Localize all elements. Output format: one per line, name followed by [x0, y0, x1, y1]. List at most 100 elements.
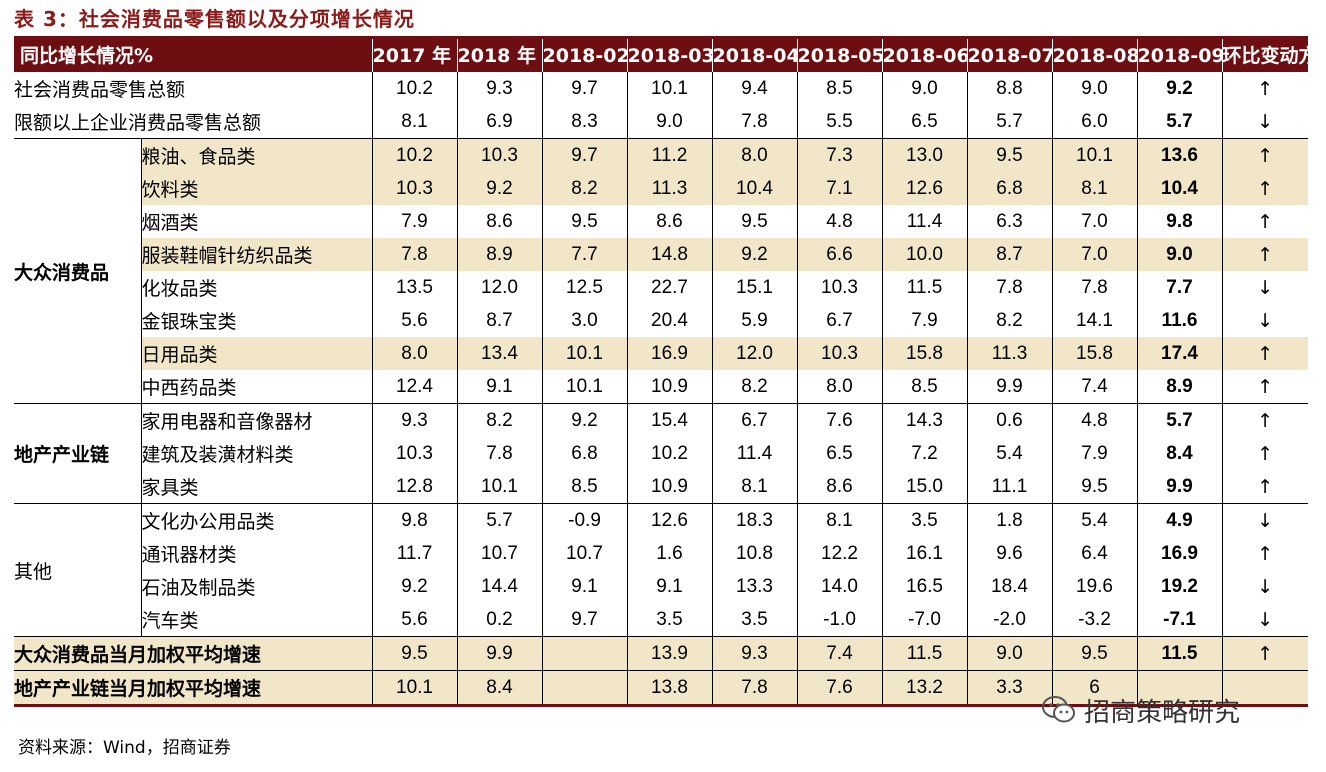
value-cell: 4.8 — [796, 205, 883, 238]
value-cell: 19.6 — [1051, 570, 1138, 603]
value-cell: 10.3 — [796, 337, 883, 370]
value-cell: 8.5 — [881, 370, 968, 404]
value-cell: 10.7 — [541, 537, 628, 570]
header-col: 2018-06 — [881, 39, 968, 72]
value-cell: 9.0 — [1051, 72, 1138, 105]
value-cell: 7.0 — [1051, 238, 1138, 271]
value-cell: 7.9 — [1051, 437, 1138, 470]
value-cell: 7.9 — [881, 304, 968, 337]
value-cell: 7.6 — [796, 670, 883, 707]
value-cell: 9.1 — [456, 370, 543, 404]
value-cell: 9.8 — [1136, 205, 1223, 238]
value-cell: 7.1 — [796, 172, 883, 205]
value-cell: 9.4 — [711, 72, 798, 105]
value-cell: 14.0 — [796, 570, 883, 603]
value-cell: 9.2 — [371, 570, 458, 603]
trend-arrow: ↑ — [1221, 470, 1309, 504]
value-cell: 5.7 — [1136, 105, 1223, 139]
value-cell: 12.0 — [711, 337, 798, 370]
value-cell: 10.2 — [626, 437, 713, 470]
value-cell: 12.2 — [796, 537, 883, 570]
trend-arrow: ↓ — [1221, 304, 1309, 337]
value-cell: 0.6 — [966, 403, 1053, 437]
value-cell: 13.6 — [1136, 138, 1223, 172]
value-cell: 3.3 — [966, 670, 1053, 707]
value-cell: -0.9 — [541, 503, 628, 537]
value-cell: 15.0 — [881, 470, 968, 504]
value-cell: 18.3 — [711, 503, 798, 537]
wechat-icon — [1042, 696, 1075, 723]
value-cell: 7.4 — [796, 636, 883, 671]
value-cell: 9.5 — [1051, 470, 1138, 504]
value-cell: 10.1 — [456, 470, 543, 504]
value-cell: -3.2 — [1051, 603, 1138, 637]
value-cell: 9.3 — [456, 72, 543, 105]
value-cell: 10.1 — [371, 670, 458, 707]
value-cell: 6.8 — [541, 437, 628, 470]
row-label: 服装鞋帽针纺织品类 — [140, 238, 373, 271]
value-cell: 16.9 — [626, 337, 713, 370]
table-row: 限额以上企业消费品零售总额 8.1 6.9 8.3 9.0 7.8 5.5 6.5 5.7 6.0… — [14, 105, 1309, 139]
value-cell: 11.3 — [626, 172, 713, 205]
value-cell: 10.7 — [456, 537, 543, 570]
value-cell: 13.5 — [371, 271, 458, 304]
table-row: 汽车类 5.6 0.2 9.7 3.5 3.5 -1.0 -7.0 -2.0 -3.2 -7.1 ↓ — [14, 603, 1309, 637]
value-cell: 4.8 — [1051, 403, 1138, 437]
value-cell: 6.5 — [881, 105, 968, 139]
table-row: 烟酒类 7.9 8.6 9.5 8.6 9.5 4.8 11.4 6.3 7.0 9.8 ↑ — [14, 205, 1309, 238]
trend-arrow: ↑ — [1221, 403, 1309, 437]
value-cell: 9.9 — [1136, 470, 1223, 504]
value-cell: 6.7 — [711, 403, 798, 437]
value-cell: 8.0 — [796, 370, 883, 404]
table-row: 化妆品类 13.5 12.0 12.5 22.7 15.1 10.3 11.5 7.8 7.8 7.… — [14, 271, 1309, 304]
retail-sales-table: 同比增长情况% 2017 年 1-12 月 2018 年 1-9 月 2018-… — [14, 39, 1309, 707]
value-cell: 3.5 — [881, 503, 968, 537]
header-col: 2017 年 1-12 月 — [371, 39, 458, 72]
trend-arrow: ↑ — [1221, 205, 1309, 238]
value-cell: 8.1 — [796, 503, 883, 537]
value-cell: 8.9 — [456, 238, 543, 271]
value-cell: 9.2 — [711, 238, 798, 271]
value-cell: 7.4 — [1051, 370, 1138, 404]
value-cell: 9.9 — [966, 370, 1053, 404]
value-cell: 9.3 — [371, 403, 458, 437]
value-cell: 12.6 — [626, 503, 713, 537]
table-row: 服装鞋帽针纺织品类 7.8 8.9 7.7 14.8 9.2 6.6 10.0 8.7 7.0 9.… — [14, 238, 1309, 271]
value-cell: 5.6 — [371, 603, 458, 637]
value-cell: 5.7 — [966, 105, 1053, 139]
value-cell: 9.2 — [541, 403, 628, 437]
value-cell: 7.8 — [1051, 271, 1138, 304]
header-col: 2018-03 — [626, 39, 713, 72]
value-cell: 13.0 — [881, 138, 968, 172]
value-cell: -1.0 — [796, 603, 883, 637]
value-cell: 10.1 — [1051, 138, 1138, 172]
header-col: 2018-07 — [966, 39, 1053, 72]
trend-arrow: ↑ — [1221, 537, 1309, 570]
value-cell: 13.3 — [711, 570, 798, 603]
value-cell: 7.7 — [541, 238, 628, 271]
value-cell: 9.6 — [966, 537, 1053, 570]
table-row: 地产产业链 家用电器和音像器材 9.3 8.2 9.2 15.4 6.7 7.6 14.3 0.6… — [14, 403, 1309, 504]
value-cell: 11.4 — [881, 205, 968, 238]
value-cell — [541, 636, 628, 671]
value-cell: 10.9 — [626, 370, 713, 404]
value-cell: 6.5 — [796, 437, 883, 470]
value-cell: 8.2 — [541, 172, 628, 205]
value-cell: 5.4 — [966, 437, 1053, 470]
value-cell: 7.9 — [371, 205, 458, 238]
value-cell: 9.9 — [456, 636, 543, 671]
trend-arrow: ↑ — [1221, 636, 1309, 671]
value-cell: 6.6 — [796, 238, 883, 271]
value-cell: 9.0 — [626, 105, 713, 139]
value-cell: 14.3 — [881, 403, 968, 437]
value-cell: 9.3 — [711, 636, 798, 671]
value-cell: 8.7 — [966, 238, 1053, 271]
trend-arrow: ↑ — [1221, 72, 1309, 105]
row-label: 石油及制品类 — [140, 570, 373, 603]
value-cell: 10.4 — [1136, 172, 1223, 205]
value-cell: 13.9 — [626, 636, 713, 671]
row-label: 烟酒类 — [140, 205, 373, 238]
value-cell: 5.5 — [796, 105, 883, 139]
value-cell: 16.5 — [881, 570, 968, 603]
value-cell: 9.5 — [966, 138, 1053, 172]
